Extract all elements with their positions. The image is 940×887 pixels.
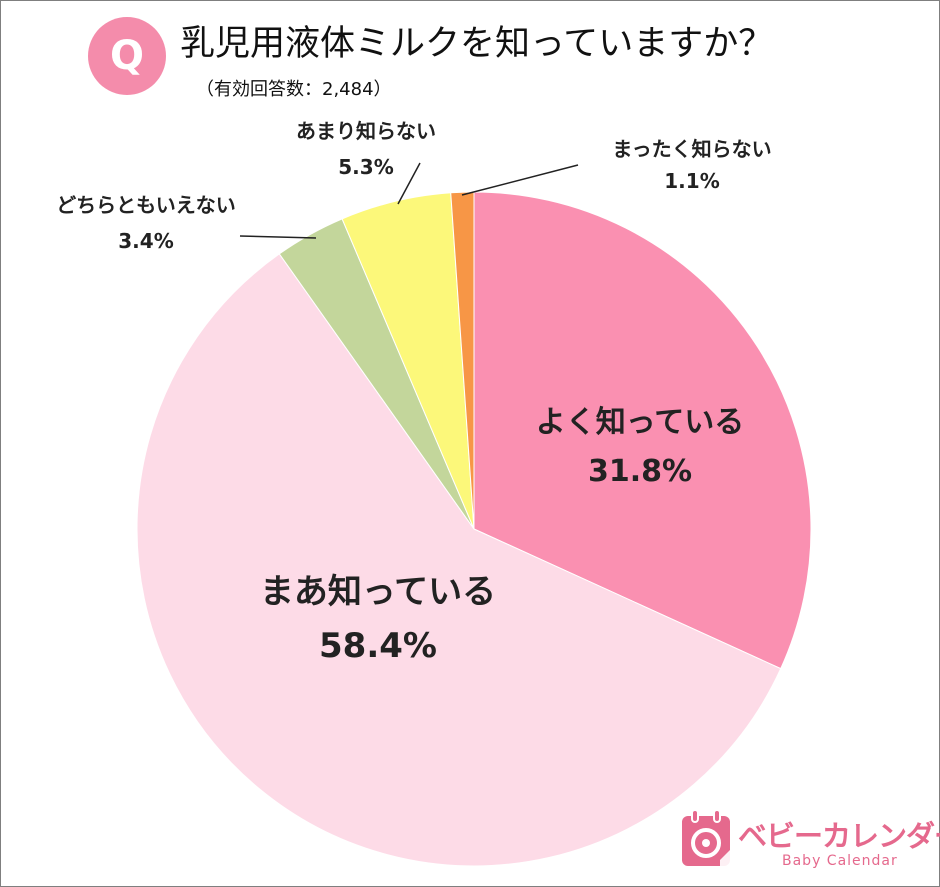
chart-title: 乳児用液体ミルクを知っていますか？ xyxy=(180,24,774,64)
slice-value-very-well-known: 31.8% xyxy=(588,454,692,489)
leader-line-neutral xyxy=(239,235,317,239)
slice-label-not-well-known: あまり知らない xyxy=(296,119,436,143)
leader-line-not-well-known xyxy=(397,162,421,205)
slice-label-very-well-known: よく知っている xyxy=(536,405,745,440)
slice-value-somewhat-known: 58.4% xyxy=(319,626,437,666)
leader-line-not-known-at-all xyxy=(461,164,579,196)
question-badge-letter: Q xyxy=(109,33,144,79)
slice-label-not-known-at-all: まったく知らない xyxy=(612,137,771,161)
brand-name: ベビーカレンダー xyxy=(738,819,940,853)
pie-slice-very-well-known xyxy=(473,191,812,670)
brand-subtitle: Baby Calendar xyxy=(782,853,898,869)
pie-slice-somewhat-known xyxy=(136,253,782,867)
slice-label-neutral: どちらともいえない xyxy=(56,193,236,217)
slice-value-not-known-at-all: 1.1% xyxy=(664,169,719,193)
question-badge: Q xyxy=(88,17,166,95)
slice-label-somewhat-known: まあ知っている xyxy=(260,572,496,612)
calendar-icon xyxy=(682,809,730,866)
response-count: （有効回答数：2,484） xyxy=(196,79,392,100)
slice-value-not-well-known: 5.3% xyxy=(338,155,393,179)
slice-value-neutral: 3.4% xyxy=(118,229,173,253)
